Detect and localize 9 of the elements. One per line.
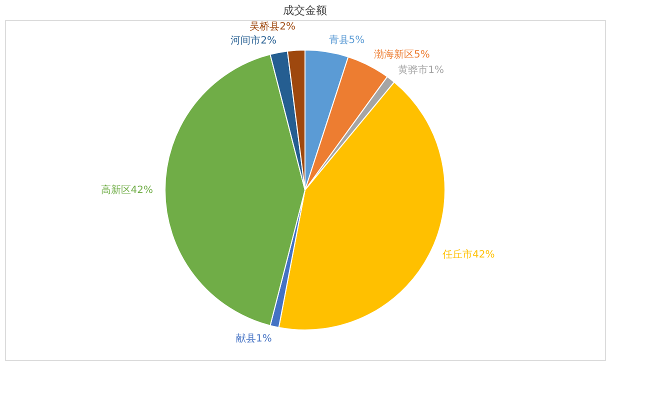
slice-label: 河间市2% (230, 34, 277, 47)
chart-title: 成交金额 (283, 4, 327, 17)
slice-label: 青县5% (328, 34, 365, 46)
slice-label: 献县1% (236, 332, 272, 344)
slice-label: 黄骅市1% (398, 64, 444, 76)
slice-label: 吴桥县2% (250, 20, 296, 33)
slice-label: 高新区42% (100, 184, 153, 196)
slice-label: 渤海新区5% (374, 48, 430, 61)
slice-label: 任丘市42% (442, 248, 495, 261)
